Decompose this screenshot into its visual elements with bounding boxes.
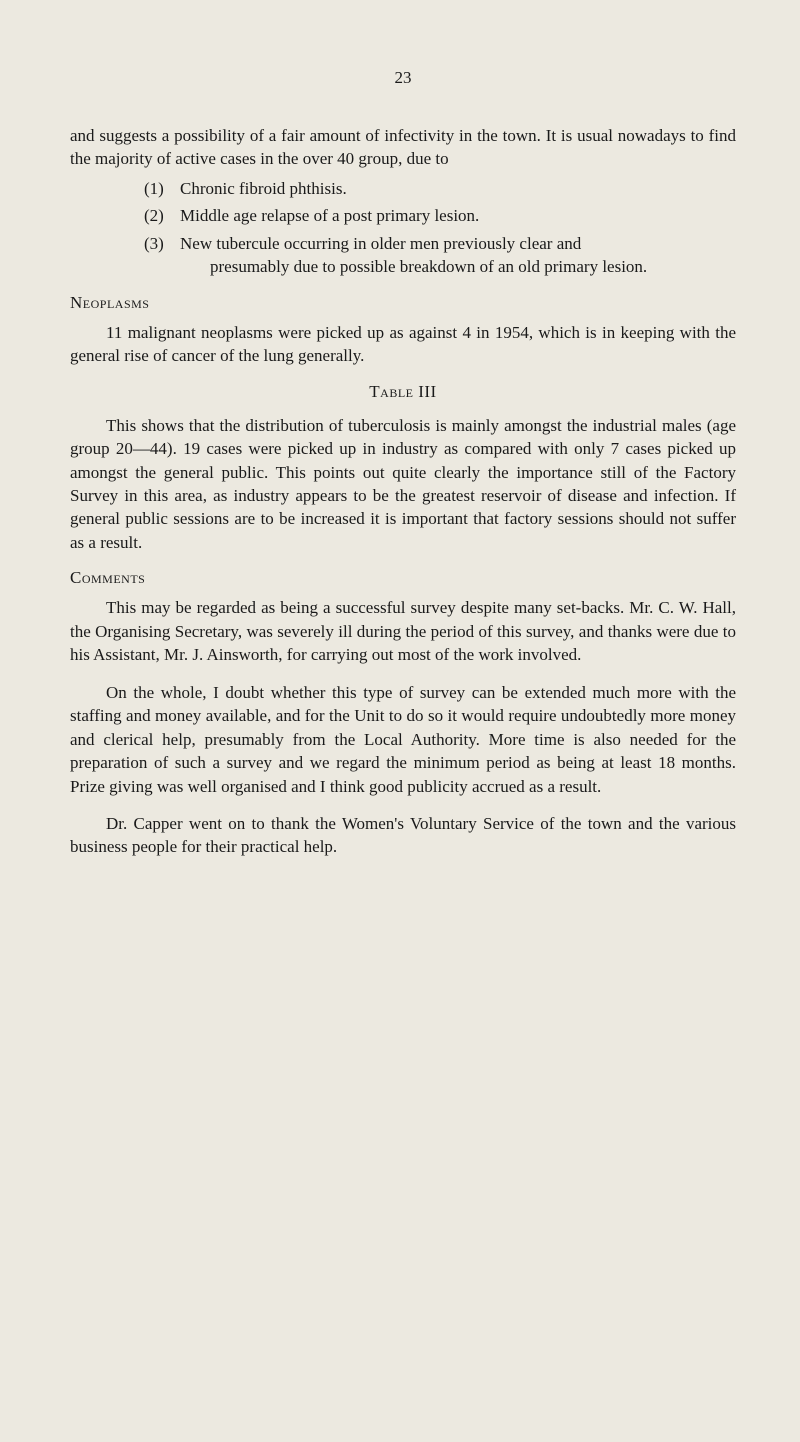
list-item-number: (2) <box>144 204 164 227</box>
numbered-list: (1) Chronic fibroid phthisis. (2) Middle… <box>70 177 736 279</box>
comments-heading: Comments <box>70 568 736 588</box>
table-iii-heading: Table III <box>70 382 736 402</box>
list-item-number: (3) <box>144 232 164 255</box>
list-item: (1) Chronic fibroid phthisis. <box>180 177 736 200</box>
list-item-text: Middle age relapse of a post primary les… <box>180 206 479 225</box>
list-item-text: Chronic fibroid phthisis. <box>180 179 347 198</box>
comments-paragraph-2: On the whole, I doubt whether this type … <box>70 681 736 798</box>
comments-paragraph-1: This may be regarded as being a successf… <box>70 596 736 666</box>
neoplasms-paragraph: 11 malignant neoplasms were picked up as… <box>70 321 736 368</box>
document-page: 23 and suggests a possibility of a fair … <box>0 0 800 1442</box>
comments-paragraph-3: Dr. Capper went on to thank the Women's … <box>70 812 736 859</box>
neoplasms-heading: Neoplasms <box>70 293 736 313</box>
table-iii-paragraph: This shows that the distribution of tube… <box>70 414 736 555</box>
list-item-text: New tubercule occurring in older men pre… <box>180 234 581 253</box>
list-item-continuation: presumably due to possible breakdown of … <box>180 255 732 278</box>
list-item: (3) New tubercule occurring in older men… <box>180 232 736 279</box>
list-item-number: (1) <box>144 177 164 200</box>
list-item: (2) Middle age relapse of a post primary… <box>180 204 736 227</box>
page-number: 23 <box>70 68 736 88</box>
intro-paragraph: and suggests a possibility of a fair amo… <box>70 124 736 171</box>
